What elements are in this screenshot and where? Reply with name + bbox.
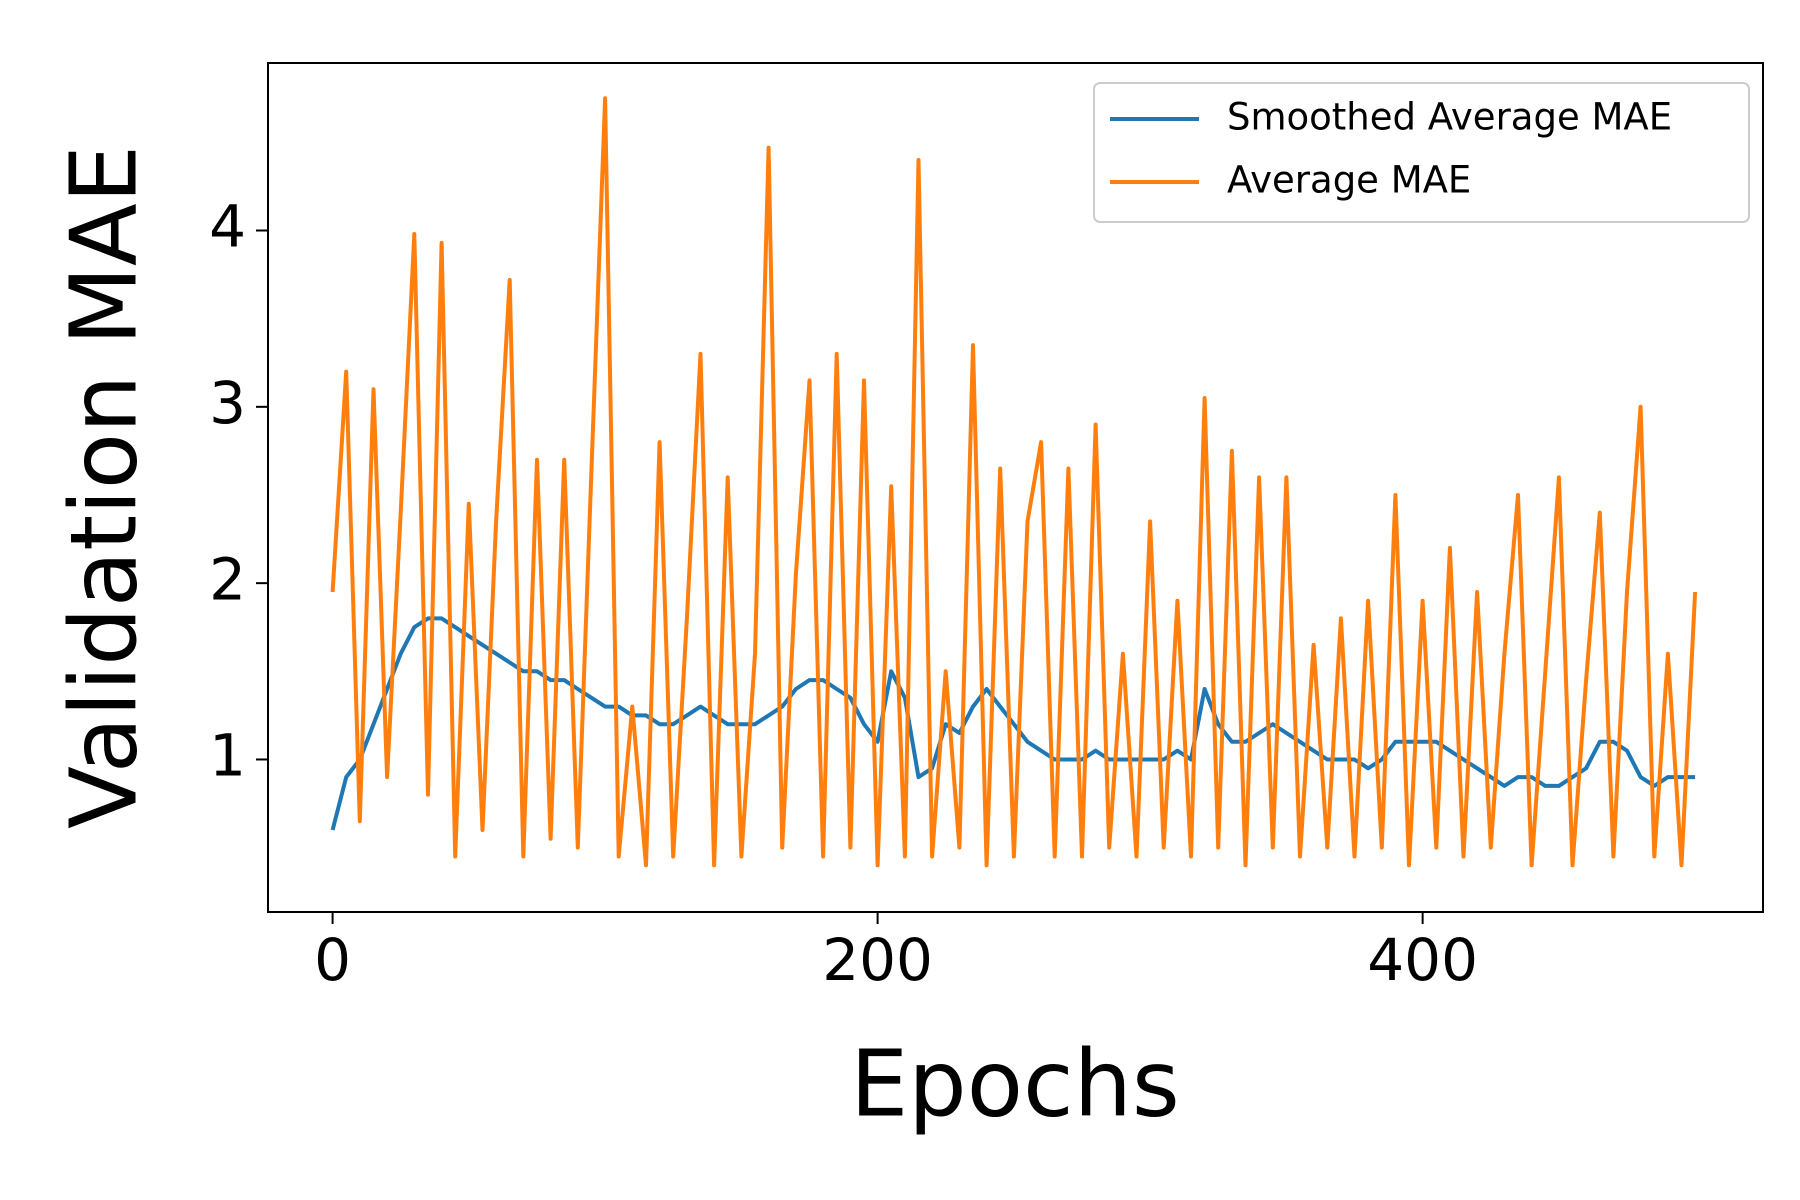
plot-frame bbox=[267, 62, 1764, 913]
y-tick-label: 1 bbox=[209, 722, 246, 790]
x-tick-label: 0 bbox=[314, 926, 351, 994]
y-tick-label: 2 bbox=[209, 545, 246, 613]
series-line bbox=[330, 96, 1698, 868]
legend-label: Smoothed Average MAE bbox=[1227, 96, 1672, 139]
x-tick-label: 200 bbox=[822, 926, 933, 994]
legend-box bbox=[1093, 82, 1750, 223]
series-line bbox=[330, 616, 1696, 831]
legend-label: Average MAE bbox=[1227, 159, 1471, 202]
y-tick-label: 3 bbox=[209, 369, 246, 437]
y-axis-label: Validation MAE bbox=[50, 145, 157, 829]
x-axis-label: Epochs bbox=[850, 1030, 1180, 1137]
x-tick-label: 400 bbox=[1367, 926, 1478, 994]
y-tick-label: 4 bbox=[209, 193, 246, 261]
